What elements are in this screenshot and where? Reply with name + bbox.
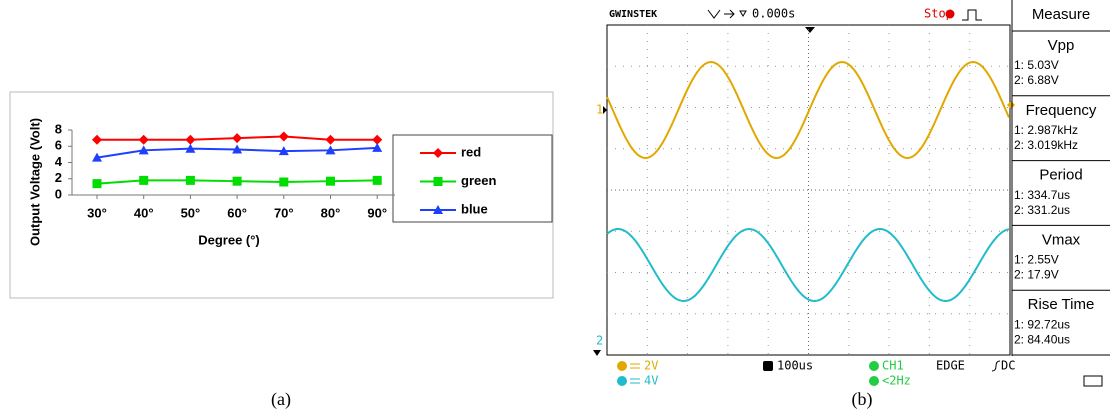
y-tick-label: 0 xyxy=(55,186,62,201)
ch1-label: 1 xyxy=(596,103,603,117)
stop-dot xyxy=(946,10,955,19)
oscilloscope: GWINSTEK 0.000s Stop 1 2 Measure 2V 4V 1… xyxy=(593,0,1110,388)
x-axis-label: Degree (°) xyxy=(198,232,260,247)
measure-ch2: 2: 3.019kHz xyxy=(1014,138,1078,152)
trigger-source: CH1 xyxy=(882,359,904,373)
y-tick-label: 2 xyxy=(55,170,62,185)
measure-ch1: 1: 2.987kHz xyxy=(1014,123,1078,137)
x-tick-label: 70° xyxy=(274,205,294,220)
trigger-type: EDGE xyxy=(936,359,965,373)
ch2-badge xyxy=(617,376,627,386)
y-tick-label: 8 xyxy=(55,121,62,136)
measure-ch1: 1: 334.7us xyxy=(1014,188,1070,202)
trigger-icon xyxy=(962,10,982,20)
x-tick-label: 50° xyxy=(181,205,201,220)
measure-ch2: 2: 17.9V xyxy=(1014,268,1059,282)
x-tick-label: 30° xyxy=(87,205,107,220)
point xyxy=(434,177,443,186)
y-tick-label: 4 xyxy=(55,154,63,169)
measure-name: Vpp xyxy=(1048,37,1075,54)
measure-ch2: 2: 6.88V xyxy=(1014,73,1059,87)
point xyxy=(373,176,382,185)
trigger-freq: <2Hz xyxy=(882,374,911,388)
measure-ch2: 2: 331.2us xyxy=(1014,203,1070,217)
figure: Degree (°) Output Voltage (Volt) 0246830… xyxy=(0,0,1110,414)
measure-ch1: 1: 2.55V xyxy=(1014,253,1059,267)
timebase-badge xyxy=(763,361,773,371)
slope-icon xyxy=(992,361,1000,371)
y-tick-label: 6 xyxy=(55,138,62,153)
point xyxy=(139,176,148,185)
measure-name: Period xyxy=(1039,167,1082,184)
x-tick-label: 80° xyxy=(321,205,341,220)
ch1-badge xyxy=(617,361,627,371)
brand: GWINSTEK xyxy=(609,9,657,20)
offset-icon xyxy=(708,10,746,18)
legend-label: blue xyxy=(461,201,488,216)
y-axis-label: Output Voltage (Volt) xyxy=(27,118,42,246)
trigger-badge xyxy=(869,361,879,371)
timebase: 100us xyxy=(777,359,813,373)
measure-ch2: 2: 84.40us xyxy=(1014,332,1070,346)
dc-symbol xyxy=(630,379,640,383)
dc-symbol xyxy=(630,364,640,368)
point xyxy=(326,177,335,186)
x-tick-label: 90° xyxy=(367,205,387,220)
ch1-scale: 2V xyxy=(644,359,658,373)
time-offset: 0.000s xyxy=(752,7,795,21)
point xyxy=(93,179,102,188)
x-tick-label: 60° xyxy=(227,205,247,220)
point xyxy=(279,178,288,187)
measure-name: Vmax xyxy=(1042,231,1081,248)
point xyxy=(186,176,195,185)
ch1-marker xyxy=(603,106,607,114)
coupling: DC xyxy=(1001,359,1015,373)
freq-badge xyxy=(869,376,879,386)
measure-ch1: 1: 5.03V xyxy=(1014,58,1059,72)
measure-name: Rise Time xyxy=(1028,296,1095,313)
legend-label: green xyxy=(461,173,496,188)
caption: (b) xyxy=(852,389,873,410)
measure-name: Frequency xyxy=(1026,102,1097,119)
ch2-label: 2 xyxy=(596,334,603,348)
legend-label: red xyxy=(461,144,481,159)
ch2-marker xyxy=(593,350,601,356)
point xyxy=(233,177,242,186)
caption: (a) xyxy=(271,389,291,410)
ch2-scale: 4V xyxy=(644,374,658,388)
usb-icon xyxy=(1084,376,1102,386)
panel-title: Measure xyxy=(1032,6,1090,23)
x-tick-label: 40° xyxy=(134,205,154,220)
measure-ch1: 1: 92.72us xyxy=(1014,317,1070,331)
